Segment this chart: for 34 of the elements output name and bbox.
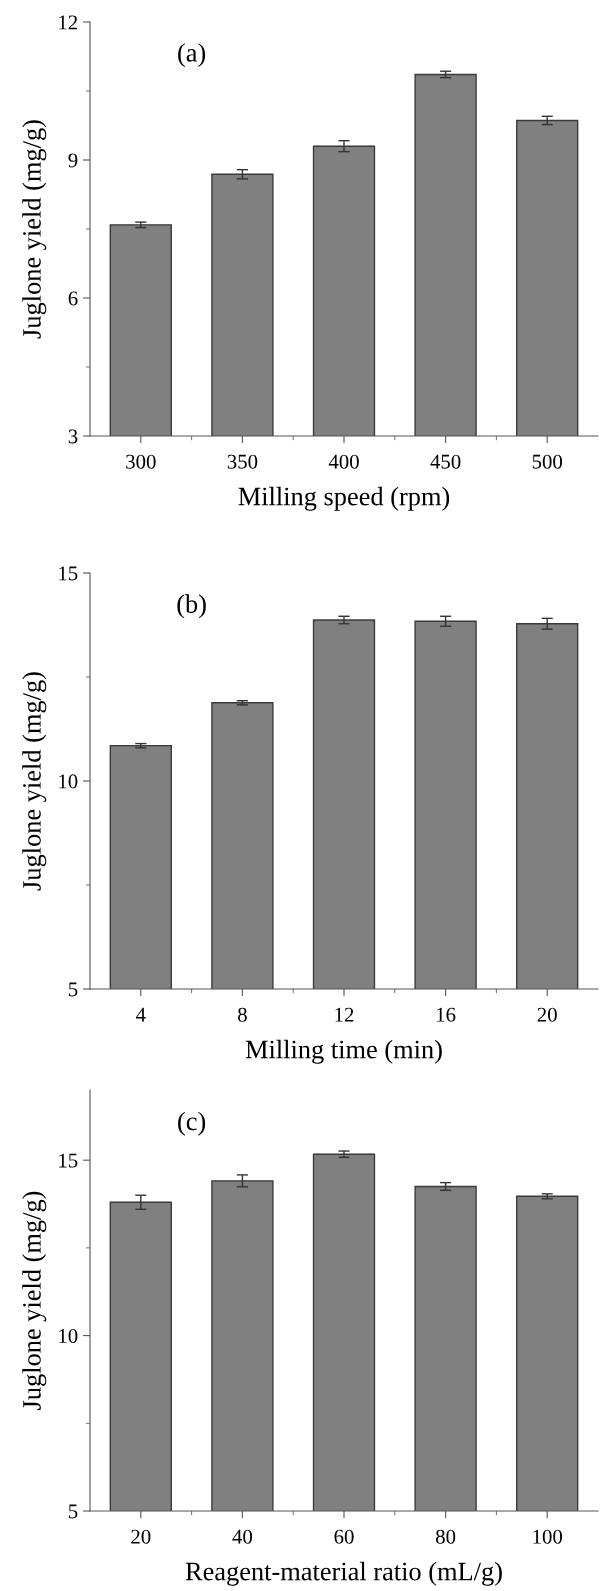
- y-tick-label: 10: [59, 1328, 78, 1344]
- x-tick-label: 300: [126, 454, 156, 469]
- x-tick-label: 8: [237, 1007, 247, 1022]
- x-tick-label: 400: [328, 454, 359, 469]
- y-tick-label: 3: [68, 429, 78, 444]
- x-tick-label: 80: [435, 1529, 456, 1544]
- x-tick-label: 350: [227, 454, 258, 469]
- x-axis-title: Reagent-material ratio (mL/g): [185, 1561, 502, 1586]
- y-axis-title: Juglone yield (mg/g): [22, 1191, 47, 1410]
- x-tick-label: 500: [532, 454, 563, 469]
- y-tick-label: 9: [68, 153, 78, 168]
- y-tick-label: 5: [68, 1504, 78, 1519]
- x-tick-label: 100: [533, 1529, 563, 1544]
- y-tick-label: 15: [59, 566, 78, 581]
- x-tick-label: 12: [335, 1007, 354, 1022]
- y-tick-label: 6: [68, 291, 78, 306]
- annotation: (c): [178, 1111, 206, 1136]
- x-tick-label: 450: [430, 454, 461, 469]
- annotation: (a): [178, 43, 206, 68]
- x-tick-label: 4: [136, 1007, 146, 1022]
- y-tick-label: 10: [59, 774, 78, 789]
- x-tick-label: 16: [437, 1007, 456, 1022]
- y-tick-label: 12: [59, 15, 78, 30]
- y-tick-label: 5: [68, 982, 78, 997]
- y-axis-title: Juglone yield (mg/g): [22, 672, 47, 891]
- x-axis-title: Milling time (min): [245, 1039, 442, 1064]
- x-tick-label: 20: [131, 1529, 151, 1544]
- y-tick-label: 15: [59, 1153, 78, 1168]
- y-axis-title: Juglone yield (mg/g): [22, 120, 47, 339]
- x-tick-label: 20: [537, 1007, 557, 1022]
- x-tick-label: 40: [232, 1529, 253, 1544]
- x-axis-title: Milling speed (rpm): [238, 486, 450, 511]
- annotation: (b): [177, 594, 206, 619]
- x-tick-label: 60: [334, 1529, 354, 1544]
